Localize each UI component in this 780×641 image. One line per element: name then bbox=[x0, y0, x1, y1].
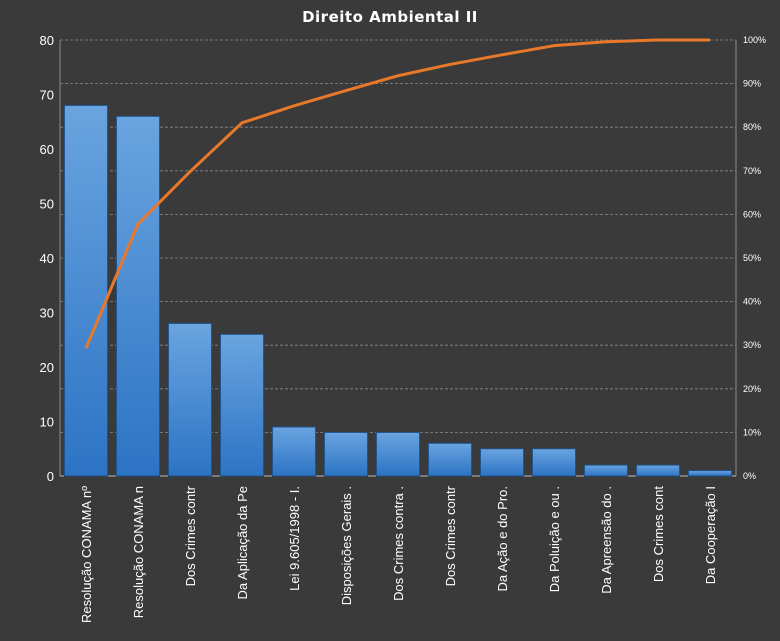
y-tick-label: 80 bbox=[40, 33, 54, 48]
y-tick-label: 40 bbox=[40, 251, 54, 266]
bar bbox=[583, 464, 629, 477]
y2-tick-label: 60% bbox=[743, 209, 761, 219]
bar bbox=[479, 448, 525, 477]
y2-tick-label: 80% bbox=[743, 122, 761, 132]
x-tick-label: Resolução CONAMA n bbox=[131, 486, 146, 618]
y-tick-label: 60 bbox=[40, 142, 54, 157]
chart-title: Direito Ambiental II bbox=[302, 8, 478, 26]
y2-tick-label: 90% bbox=[743, 79, 761, 89]
x-tick-label: Dos Crimes cont bbox=[651, 486, 666, 582]
bar bbox=[687, 470, 733, 477]
bar bbox=[375, 431, 421, 477]
bar bbox=[635, 464, 681, 477]
cumulative-line-path bbox=[84, 38, 710, 349]
y-tick-label: 10 bbox=[40, 415, 54, 430]
gridlines bbox=[59, 39, 737, 477]
y-tick-label: 0 bbox=[47, 469, 54, 484]
bar bbox=[531, 448, 577, 477]
y-tick-label: 70 bbox=[40, 88, 54, 103]
x-tick-label: Dos Crimes contr bbox=[183, 485, 198, 586]
y-axis-right: 0% 10% 20% 30% 40% 50% 60% 70% 80% 90% 100% bbox=[743, 35, 766, 481]
x-axis: Resolução CONAMA nº Resolução CONAMA n Dos… bbox=[79, 485, 718, 623]
bar bbox=[271, 426, 317, 477]
y-tick-label: 30 bbox=[40, 306, 54, 321]
bar bbox=[115, 115, 161, 477]
y-tick-label: 20 bbox=[40, 360, 54, 375]
bar bbox=[427, 442, 473, 477]
bar bbox=[323, 431, 369, 477]
x-tick-label: Da Cooperação I bbox=[703, 486, 718, 584]
y2-tick-label: 0% bbox=[743, 471, 756, 481]
y2-tick-label: 30% bbox=[743, 340, 761, 350]
bars bbox=[63, 104, 733, 477]
y-tick-label: 50 bbox=[40, 197, 54, 212]
x-tick-label: Dos Crimes contra . bbox=[391, 486, 406, 601]
y2-tick-label: 50% bbox=[743, 253, 761, 263]
y2-tick-label: 20% bbox=[743, 384, 761, 394]
x-tick-label: Da Aplicação da Pe bbox=[235, 486, 250, 599]
x-tick-label: Resolução CONAMA nº bbox=[79, 486, 94, 623]
y2-tick-label: 100% bbox=[743, 35, 766, 45]
y2-tick-label: 10% bbox=[743, 427, 761, 437]
cumulative-line bbox=[84, 38, 710, 349]
bar bbox=[63, 104, 109, 477]
y2-tick-label: 40% bbox=[743, 297, 761, 307]
x-tick-label: Da Poluição e ou . bbox=[547, 486, 562, 592]
x-tick-label: Dos Crimes contr bbox=[443, 485, 458, 586]
x-tick-label: Disposições Gerais . bbox=[339, 486, 354, 605]
bar bbox=[167, 322, 213, 477]
bar bbox=[219, 333, 265, 477]
y2-tick-label: 70% bbox=[743, 166, 761, 176]
x-tick-label: Lei 9.605/1998 - I. bbox=[287, 486, 302, 591]
x-tick-label: Da Ação e do Pro. bbox=[495, 486, 510, 592]
y-axis-left: 0 10 20 30 40 50 60 70 80 bbox=[40, 33, 54, 484]
x-tick-label: Da Apreensão do . bbox=[599, 486, 614, 594]
